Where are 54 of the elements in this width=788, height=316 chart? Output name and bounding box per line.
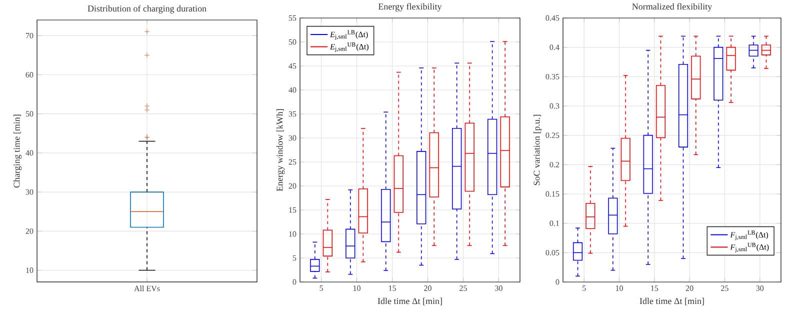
y-axis-title: Charging time [min] xyxy=(13,114,22,188)
y-tick-label: 60 xyxy=(26,72,34,78)
y-tick-label: 0.15 xyxy=(546,191,560,197)
y-tick-label: 15 xyxy=(289,207,296,213)
y-tick-label: 0.2 xyxy=(550,162,560,168)
y-axis-title: SoC variation [p.u.] xyxy=(533,114,542,186)
chart-title: Normalized flexibility xyxy=(632,3,712,12)
x-axis-title: Idle time Δt [min] xyxy=(378,298,442,306)
y-tick-label: 30 xyxy=(288,135,296,141)
y-tick-label: 30 xyxy=(26,189,34,195)
legend-label: E$_{j,sml}$$^{LB}$(Δt) xyxy=(330,30,368,40)
y-tick-label: 0.45 xyxy=(546,15,560,21)
x-tick-label: 5 xyxy=(320,286,323,291)
x-tick-label: 20 xyxy=(424,286,432,291)
y-tick-label: 0.4 xyxy=(550,44,560,50)
x-tick-label: 15 xyxy=(388,286,396,291)
x-tick-label: 10 xyxy=(353,286,360,291)
x-tick-label: 25 xyxy=(460,286,467,291)
y-tick-label: 0.05 xyxy=(546,250,560,256)
chart-title: Distribution of charging duration xyxy=(88,5,206,14)
y-tick-label: 70 xyxy=(26,32,34,38)
legend-label: F$_{j,sml}$$^{UB}$(Δt) xyxy=(730,242,769,252)
x-tick-label: 10 xyxy=(616,286,623,291)
legend-label: E$_{j,sml}$$^{UB}$(Δt) xyxy=(330,42,368,52)
y-tick-label: 45 xyxy=(288,63,296,69)
y-tick-label: 40 xyxy=(288,87,296,93)
legend-label: F$_{j,sml}$$^{LB}$(Δt) xyxy=(730,230,768,240)
y-tick-label: 20 xyxy=(26,228,34,234)
x-axis-title: Idle time Δt [min] xyxy=(640,298,704,306)
y-tick-label: 35 xyxy=(288,111,296,117)
y-tick-label: 55 xyxy=(288,15,296,21)
y-tick-label: 25 xyxy=(288,159,296,165)
y-tick-label: 0.25 xyxy=(546,132,560,138)
x-tick-label: All EVs xyxy=(134,286,160,292)
y-tick-label: 10 xyxy=(26,268,34,273)
y-tick-label: 0 xyxy=(292,279,296,285)
y-tick-label: 0 xyxy=(556,279,560,285)
y-tick-label: 20 xyxy=(288,183,296,189)
y-tick-label: 10 xyxy=(289,231,296,237)
x-tick-label: 5 xyxy=(582,286,586,291)
y-tick-label: 40 xyxy=(26,150,34,156)
x-tick-label: 20 xyxy=(686,286,694,291)
x-tick-label: 15 xyxy=(651,286,658,291)
y-tick-label: 5 xyxy=(292,255,296,261)
x-tick-label: 30 xyxy=(756,286,764,291)
y-tick-label: 0.35 xyxy=(546,74,560,80)
y-axis-title: Energy window [kWh] xyxy=(276,109,285,192)
x-tick-label: 30 xyxy=(495,286,502,291)
chart-title: Energy flexibility xyxy=(378,3,442,12)
y-tick-label: 0.1 xyxy=(550,220,559,226)
y-tick-label: 0.3 xyxy=(550,103,560,109)
y-tick-label: 50 xyxy=(288,39,296,45)
y-tick-label: 50 xyxy=(26,111,34,117)
x-tick-label: 25 xyxy=(721,286,728,291)
